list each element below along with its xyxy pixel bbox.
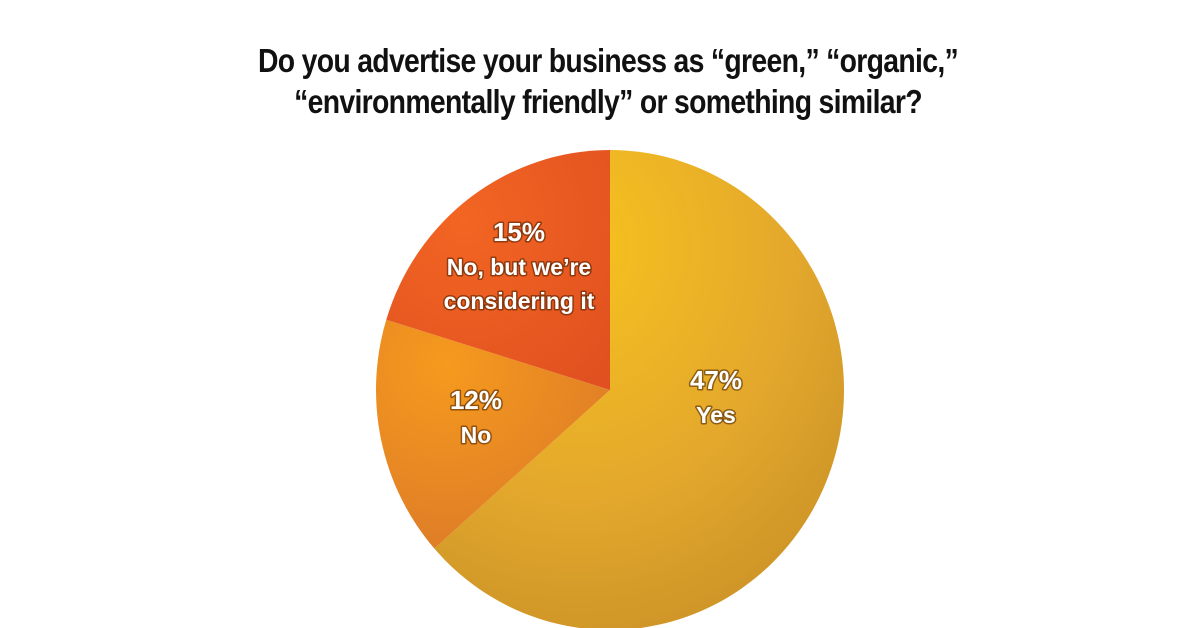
slice-category-label: considering it: [444, 288, 595, 314]
slice-value-label: 47%: [690, 365, 742, 395]
slice-category-label: No: [461, 422, 492, 448]
slice-value-label: 15%: [493, 217, 545, 247]
chart-title-line-2: “environmentally friendly” or something …: [294, 83, 922, 120]
chart-title: Do you advertise your business as “green…: [85, 40, 1131, 122]
pie-slice-considering: [386, 150, 610, 390]
slice-category-label: Yes: [696, 402, 736, 428]
pie-slice-no: [376, 319, 610, 549]
slice-category-label: No, but we’re: [447, 254, 591, 280]
slice-value-label: 12%: [450, 385, 502, 415]
pie-slice-yes: [434, 150, 844, 628]
chart-title-line-1: Do you advertise your business as “green…: [257, 42, 959, 79]
